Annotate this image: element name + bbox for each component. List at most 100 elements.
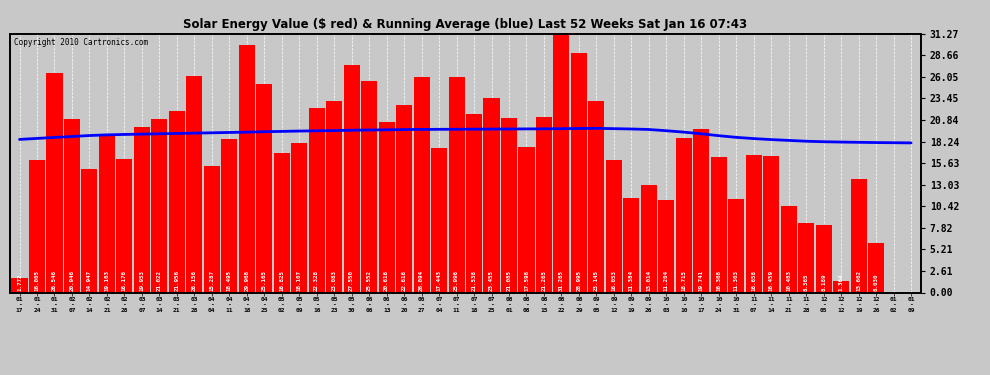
- Bar: [693, 129, 710, 292]
- Text: 23.145: 23.145: [594, 270, 599, 291]
- Text: 19.163: 19.163: [104, 270, 110, 291]
- Text: 16.825: 16.825: [279, 270, 284, 291]
- Bar: [501, 118, 517, 292]
- Bar: [221, 140, 238, 292]
- Bar: [81, 169, 97, 292]
- Bar: [834, 281, 849, 292]
- Text: 16.658: 16.658: [751, 270, 756, 291]
- Bar: [99, 134, 115, 292]
- Text: 18.495: 18.495: [227, 270, 232, 291]
- Bar: [624, 198, 640, 292]
- Text: 25.996: 25.996: [454, 270, 459, 291]
- Text: 6.030: 6.030: [873, 274, 878, 291]
- Text: 16.368: 16.368: [717, 270, 722, 291]
- Text: 1.772: 1.772: [17, 274, 22, 291]
- Text: 19.953: 19.953: [140, 270, 145, 291]
- Bar: [868, 243, 884, 292]
- Bar: [361, 81, 377, 292]
- Bar: [396, 105, 412, 292]
- Text: 26.546: 26.546: [52, 270, 57, 291]
- Bar: [553, 34, 569, 292]
- Text: 10.483: 10.483: [786, 270, 791, 291]
- Bar: [536, 117, 552, 292]
- Bar: [256, 84, 272, 292]
- Bar: [239, 45, 254, 292]
- Text: 17.598: 17.598: [524, 270, 529, 291]
- Text: 31.265: 31.265: [559, 270, 564, 291]
- Text: 22.328: 22.328: [314, 270, 319, 291]
- Bar: [326, 102, 343, 292]
- Bar: [134, 128, 149, 292]
- Text: 21.022: 21.022: [156, 270, 162, 291]
- Text: 16.053: 16.053: [612, 270, 617, 291]
- Text: 11.384: 11.384: [629, 270, 634, 291]
- Text: 26.094: 26.094: [419, 270, 424, 291]
- Bar: [117, 159, 133, 292]
- Text: 14.947: 14.947: [87, 270, 92, 291]
- Bar: [344, 64, 359, 292]
- Bar: [64, 119, 80, 292]
- Bar: [676, 138, 692, 292]
- Text: 25.165: 25.165: [261, 270, 266, 291]
- Text: 13.662: 13.662: [856, 270, 861, 291]
- Text: 16.176: 16.176: [122, 270, 127, 291]
- Bar: [483, 98, 500, 292]
- Text: 19.741: 19.741: [699, 270, 704, 291]
- Bar: [431, 148, 447, 292]
- Bar: [186, 76, 202, 292]
- Bar: [273, 153, 290, 292]
- Text: 1.364: 1.364: [839, 274, 843, 291]
- Text: 8.365: 8.365: [804, 274, 809, 291]
- Bar: [169, 111, 185, 292]
- Bar: [711, 157, 727, 292]
- Text: 26.156: 26.156: [192, 270, 197, 291]
- Bar: [519, 147, 535, 292]
- Text: 22.616: 22.616: [402, 270, 407, 291]
- Text: 15.287: 15.287: [209, 270, 214, 291]
- Text: 20.616: 20.616: [384, 270, 389, 291]
- Bar: [729, 199, 744, 292]
- Text: 16.005: 16.005: [35, 270, 40, 291]
- Text: 21.956: 21.956: [174, 270, 179, 291]
- Text: 18.107: 18.107: [297, 270, 302, 291]
- Bar: [658, 200, 674, 292]
- Bar: [29, 160, 45, 292]
- Bar: [781, 206, 797, 292]
- Bar: [588, 101, 605, 292]
- Text: 21.085: 21.085: [507, 270, 512, 291]
- Text: 23.455: 23.455: [489, 270, 494, 291]
- Bar: [204, 166, 220, 292]
- Title: Solar Energy Value ($ red) & Running Average (blue) Last 52 Weeks Sat Jan 16 07:: Solar Energy Value ($ red) & Running Ave…: [183, 18, 747, 31]
- Bar: [606, 160, 622, 292]
- Bar: [641, 185, 657, 292]
- Bar: [47, 73, 62, 292]
- Text: 13.014: 13.014: [646, 270, 651, 291]
- Bar: [414, 76, 430, 292]
- Bar: [798, 223, 814, 292]
- Bar: [291, 142, 307, 292]
- Text: 27.550: 27.550: [349, 270, 354, 291]
- Text: 28.995: 28.995: [576, 270, 581, 291]
- Bar: [763, 156, 779, 292]
- Bar: [309, 108, 325, 292]
- Bar: [12, 278, 28, 292]
- Text: 21.265: 21.265: [542, 270, 546, 291]
- Bar: [571, 53, 587, 292]
- Text: 29.968: 29.968: [245, 270, 249, 291]
- Text: 17.443: 17.443: [437, 270, 442, 291]
- Bar: [850, 180, 866, 292]
- Bar: [151, 118, 167, 292]
- Text: 8.189: 8.189: [821, 274, 827, 291]
- Text: 21.538: 21.538: [471, 270, 476, 291]
- Bar: [816, 225, 832, 292]
- Text: 11.204: 11.204: [664, 270, 669, 291]
- Bar: [378, 122, 395, 292]
- Text: 25.552: 25.552: [366, 270, 371, 291]
- Bar: [448, 77, 464, 292]
- Text: 11.303: 11.303: [734, 270, 739, 291]
- Text: 23.083: 23.083: [332, 270, 337, 291]
- Text: 18.715: 18.715: [681, 270, 686, 291]
- Bar: [745, 154, 761, 292]
- Text: Copyright 2010 Cartronics.com: Copyright 2010 Cartronics.com: [15, 38, 148, 46]
- Text: 16.459: 16.459: [768, 270, 774, 291]
